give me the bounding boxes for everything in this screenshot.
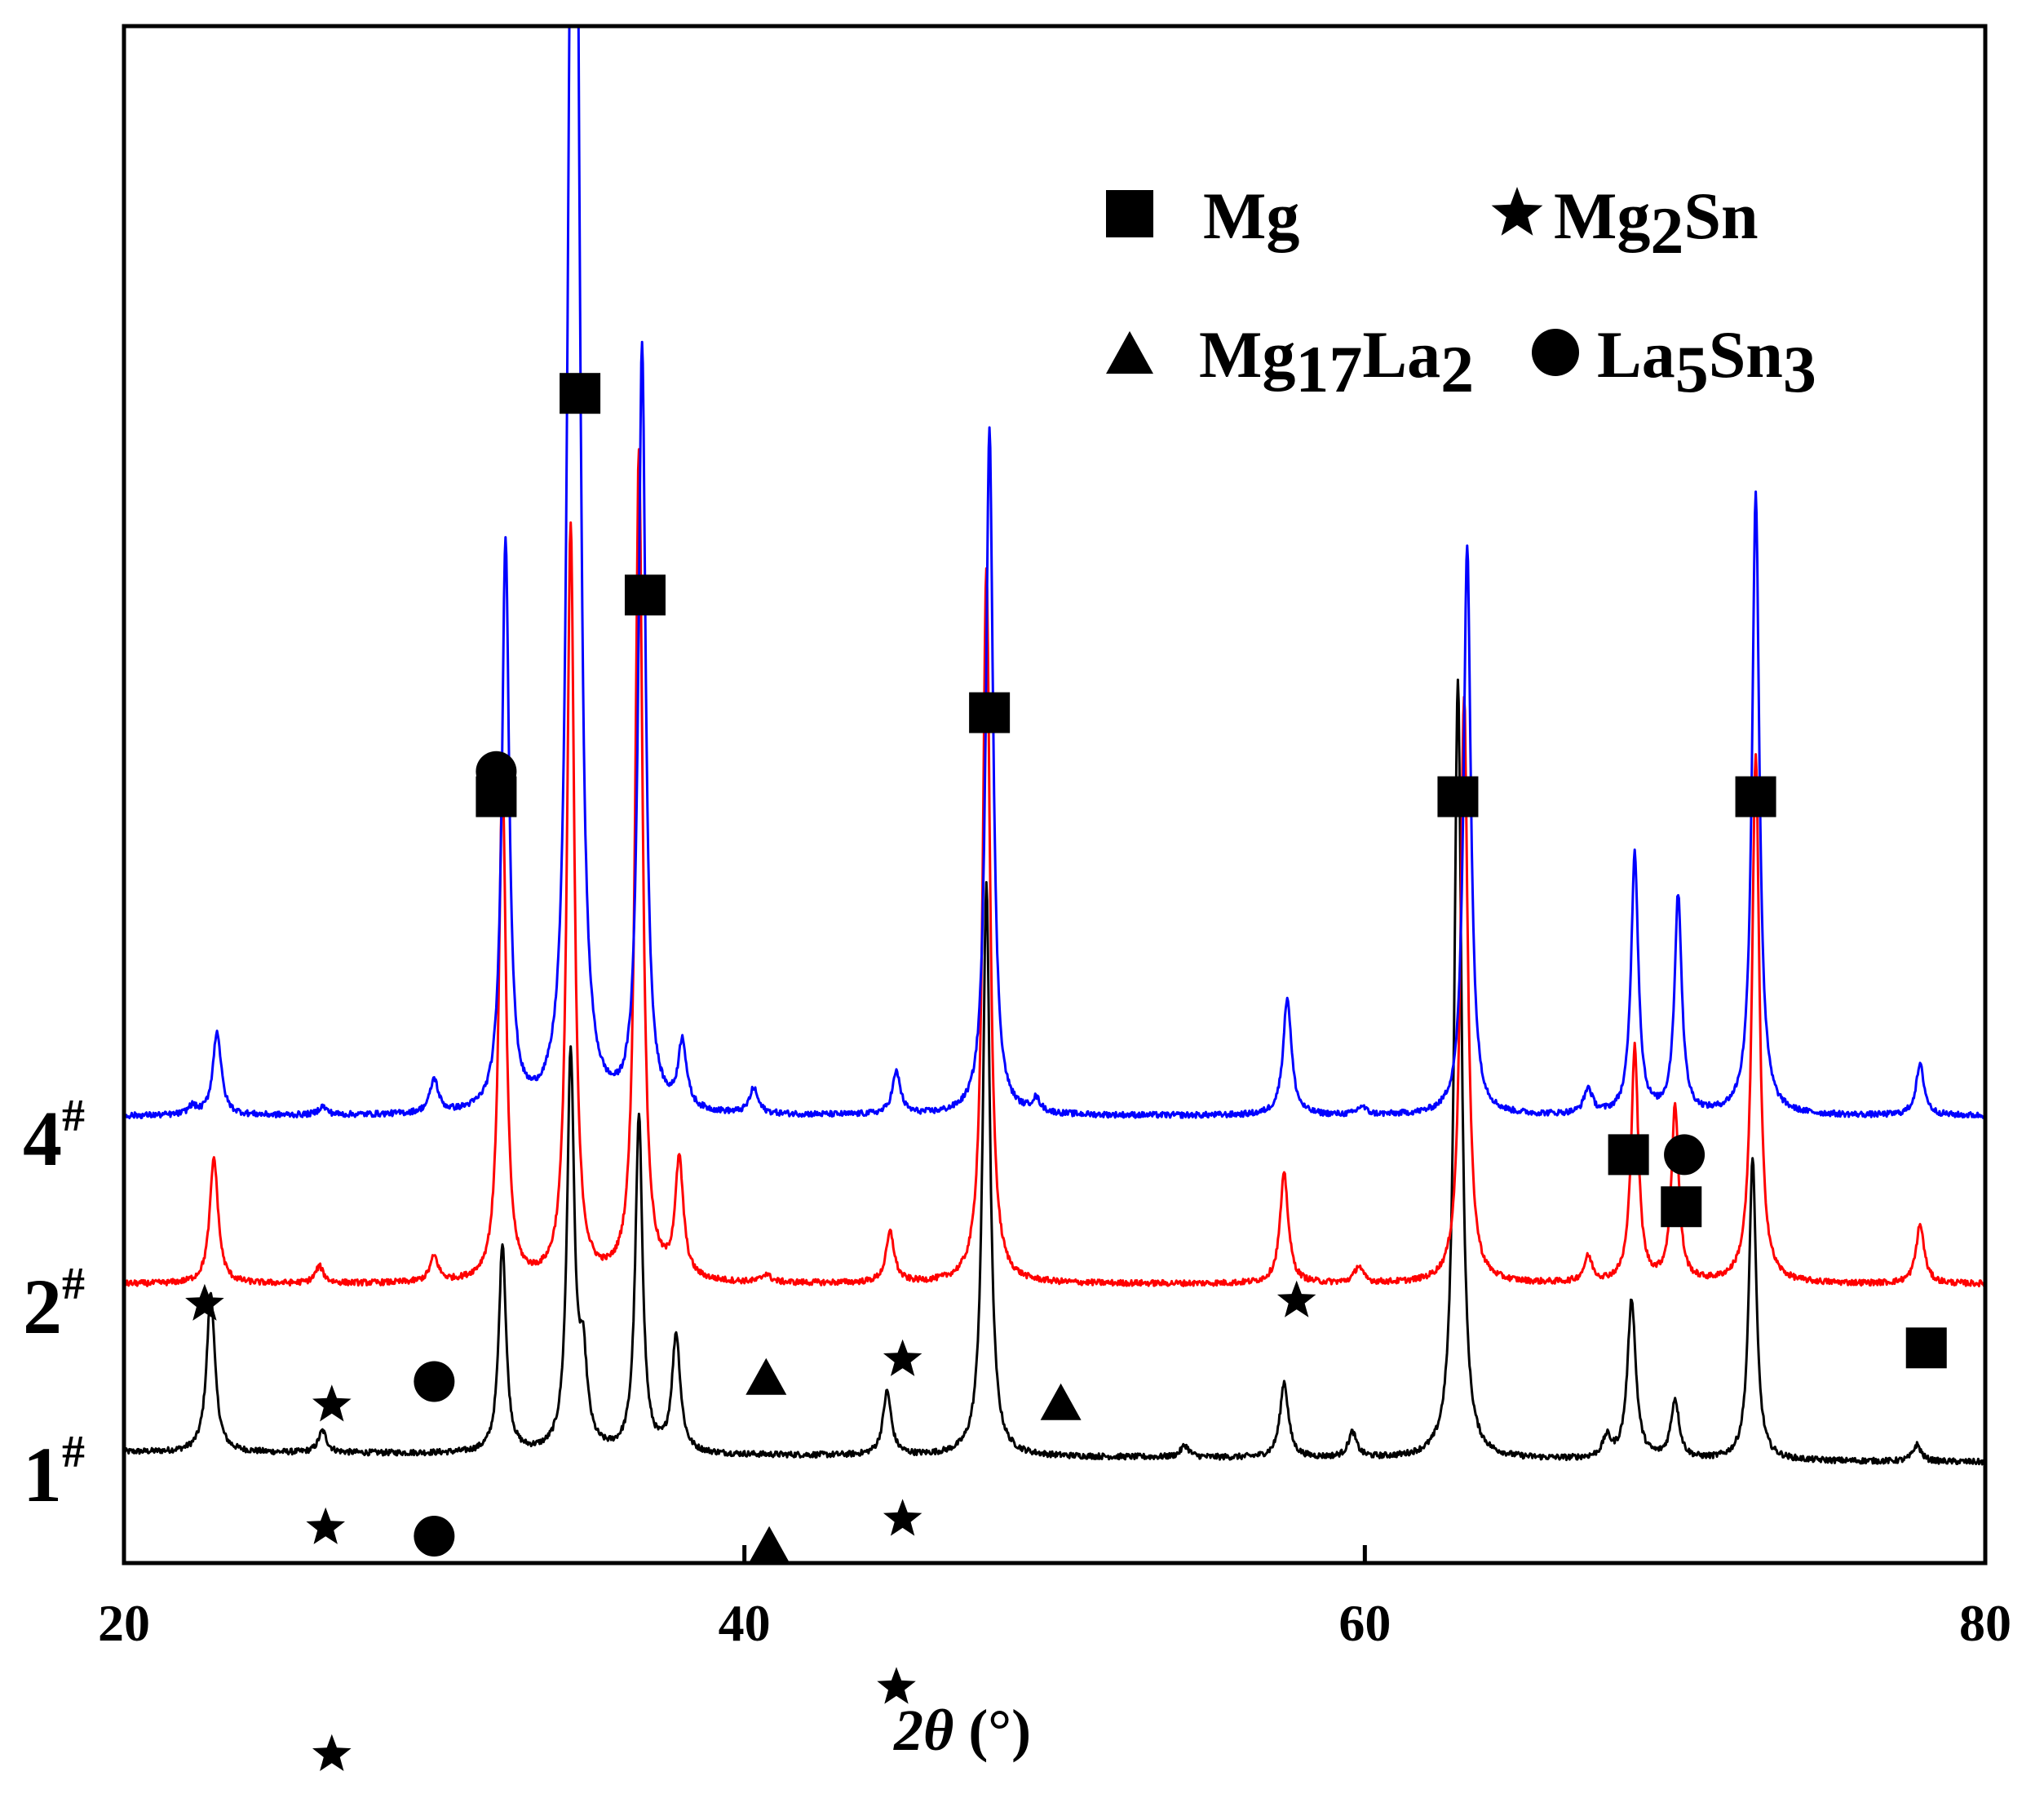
square-marker-Mg (1608, 1134, 1649, 1176)
sample-label-4: 4# (23, 1091, 85, 1182)
legend-triangle-icon (1106, 330, 1153, 374)
plot-frame (122, 24, 1988, 1566)
square-marker-Mg (969, 692, 1011, 733)
series-line-1 (124, 678, 1985, 1466)
square-marker-Mg (1905, 1327, 1947, 1369)
star-marker-Mg2Sn (306, 1507, 345, 1544)
legend-star-icon (1491, 187, 1543, 236)
square-marker-Mg (560, 373, 601, 414)
star-marker-Mg2Sn (883, 1339, 922, 1376)
legend-label-Mg2Sn: Mg2Sn (1554, 179, 1759, 268)
x-axis-title: 2θ (°) (893, 1698, 1031, 1763)
star-marker-Mg2Sn (883, 1499, 922, 1536)
star-marker-Mg2Sn (312, 1734, 352, 1771)
square-marker-Mg (624, 574, 666, 616)
x-tick-label: 80 (1959, 1594, 2011, 1652)
square-marker-Mg (1661, 1186, 1702, 1228)
square-marker-Mg (476, 776, 517, 817)
legend-square-icon (1106, 190, 1153, 237)
legend-circle-icon (1532, 329, 1579, 376)
series-line-2 (124, 448, 1985, 1288)
x-tick-label: 20 (98, 1594, 150, 1652)
circle-marker-La5Sn3 (414, 1516, 455, 1557)
sample-label-1: 1# (23, 1427, 85, 1518)
legend-label-La5Sn3: La5Sn3 (1597, 317, 1816, 406)
legend-label-Mg: Mg (1203, 179, 1299, 253)
star-marker-Mg2Sn (877, 1667, 916, 1704)
triangle-marker-Mg17La2 (745, 1357, 787, 1395)
x-tick-label: 60 (1338, 1594, 1391, 1652)
star-marker-Mg2Sn (1276, 1280, 1316, 1318)
triangle-marker-Mg17La2 (749, 1526, 790, 1563)
legend: Mg Mg2Sn Mg17La2 La5Sn3 (1106, 179, 1816, 406)
series-line-4 (124, 26, 1985, 1119)
circle-marker-La5Sn3 (1664, 1134, 1706, 1176)
square-marker-Mg (1735, 776, 1776, 817)
sample-label-2: 2# (23, 1259, 85, 1350)
star-marker-Mg2Sn (185, 1283, 224, 1321)
triangle-marker-Mg17La2 (1040, 1383, 1082, 1420)
x-tick-label: 40 (719, 1594, 771, 1652)
star-marker-Mg2Sn (312, 1384, 352, 1422)
square-marker-Mg (1437, 776, 1479, 817)
legend-label-Mg17La2: Mg17La2 (1199, 317, 1474, 406)
circle-marker-La5Sn3 (414, 1361, 455, 1402)
